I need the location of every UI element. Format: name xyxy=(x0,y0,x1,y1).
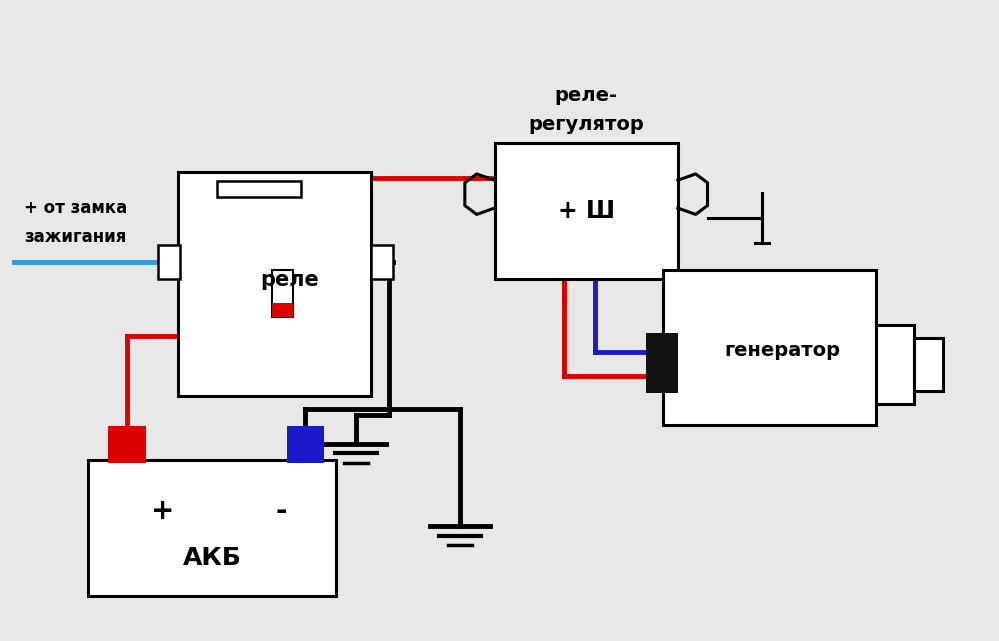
Bar xyxy=(88,460,336,595)
Text: реле-: реле- xyxy=(554,87,617,105)
Bar xyxy=(287,426,324,463)
Bar xyxy=(272,270,294,317)
Text: генератор: генератор xyxy=(724,341,840,360)
Text: реле: реле xyxy=(260,270,319,290)
Text: + от замка: + от замка xyxy=(24,199,127,217)
Bar xyxy=(178,172,371,396)
Text: + Ш: + Ш xyxy=(557,199,614,223)
Bar xyxy=(663,270,876,425)
Bar xyxy=(495,144,677,279)
Bar xyxy=(158,245,180,279)
Text: -: - xyxy=(276,497,288,526)
Bar xyxy=(371,245,393,279)
Bar xyxy=(217,181,302,197)
Bar xyxy=(108,426,146,463)
Bar xyxy=(876,325,914,404)
Text: АКБ: АКБ xyxy=(183,545,242,570)
Text: регулятор: регулятор xyxy=(528,115,644,134)
Bar xyxy=(646,333,677,394)
Bar xyxy=(914,338,943,392)
Text: зажигания: зажигания xyxy=(24,228,126,246)
Text: +: + xyxy=(151,497,175,526)
Bar xyxy=(272,303,294,317)
